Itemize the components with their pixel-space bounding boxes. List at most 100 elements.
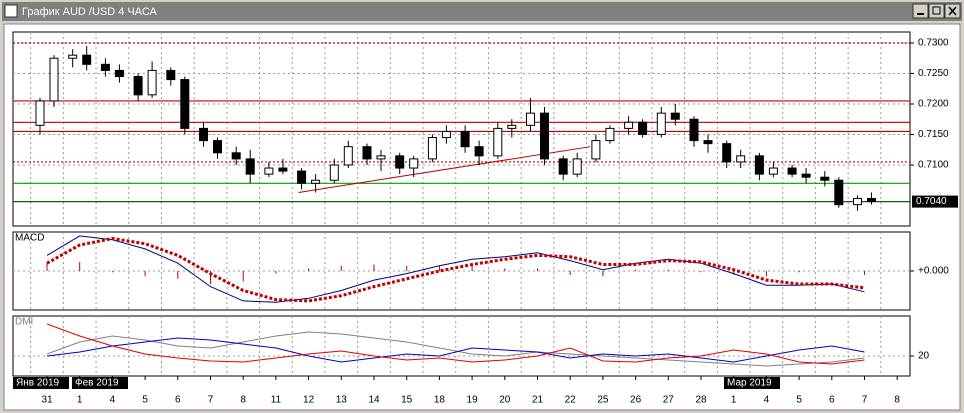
macd-line [46,235,865,303]
dmi-line [46,337,865,363]
window-buttons[interactable] [912,3,961,19]
x-tick-label: 11 [271,395,282,406]
candle-body [180,79,190,129]
y-tick-label: 0.7200 [918,99,949,110]
x-tick-label: 6 [829,395,835,406]
macd-line [46,236,865,303]
x-tick-label: 13 [336,395,348,406]
dmi-line [46,331,865,367]
dmi-line [46,323,865,365]
y-tick-label: 0.7250 [918,68,949,79]
candle-body [507,124,517,129]
candle-body [867,198,876,203]
window-title: График AUD /USD 4 ЧАСА [22,6,158,18]
candle-body [395,155,405,169]
candle-body [147,69,157,96]
x-tick-label: 1 [77,395,83,406]
candle-body [474,146,484,157]
y-tick-label: 0.7100 [918,160,949,171]
candle-body [820,176,830,181]
candle-body [35,100,45,126]
maximize-icon [932,6,941,15]
month-label: Мар 2019 [727,378,772,389]
x-tick-label: 4 [110,395,116,406]
candle-body [801,173,811,178]
month-box [13,377,69,389]
candle-body [540,112,549,160]
candle-body [376,155,386,160]
candle-body [441,130,451,139]
candle-body [100,63,110,71]
candle-body [656,112,666,135]
x-tick-label: 15 [401,395,413,406]
x-tick-label: 28 [695,395,707,406]
x-tick-label: 25 [597,395,609,406]
candle-body [133,76,143,96]
x-tick-label: 8 [240,395,246,406]
x-tick-label: 14 [368,395,380,406]
last-price-label: 0.7040 [916,196,947,207]
title-bar [2,2,962,21]
y-tick-label: 0.7150 [918,129,949,140]
candle-body [329,164,339,181]
candle-body [231,152,241,160]
candle-body [311,179,321,184]
candle-body [624,121,634,129]
candle-body [82,54,92,65]
candle-body [526,112,535,126]
candle-body [689,118,699,142]
candle-body [638,121,648,135]
candle-body [362,146,372,160]
candle-body [68,54,78,59]
candle-body [605,127,615,142]
x-tick-label: 4 [764,395,770,406]
maximize-button[interactable] [928,3,945,19]
x-tick-label: 18 [434,395,446,406]
x-tick-label: 5 [796,395,802,406]
x-tick-label: 8 [894,395,900,406]
x-tick-label: 1 [731,395,737,406]
x-tick-label: 20 [499,395,511,406]
x-tick-label: 12 [303,395,315,406]
x-tick-label: 5 [142,395,148,406]
candle-body [736,155,746,163]
candle-body [49,57,59,102]
x-tick-label: 26 [630,395,642,406]
candle-body [572,158,582,175]
candle-body [591,140,601,160]
candle-body [264,167,274,175]
candle-body [213,140,222,154]
month-label: Фев 2019 [75,378,119,389]
x-tick-label: 22 [565,395,577,406]
x-tick-label: 7 [862,395,868,406]
candle-body [754,155,764,175]
month-label: Янв 2019 [16,378,60,389]
panel [12,315,911,377]
y-tick-label: +0.000 [918,266,949,277]
candle-body [703,140,713,145]
panel-title: MACD [15,233,44,244]
month-box [72,377,128,389]
x-tick-label: 31 [41,395,53,406]
candle-body [297,170,307,184]
candle-body [343,146,353,166]
candle-body [278,167,288,172]
candle-body [768,167,778,175]
candle-body [670,112,680,120]
y-tick-label: 20 [918,351,930,362]
close-icon [948,6,957,16]
month-box [724,377,780,389]
candle-body [245,158,255,175]
minimize-button[interactable] [912,3,929,19]
x-tick-label: 6 [175,395,181,406]
candle-body [558,158,568,175]
candle-body [460,130,470,148]
candle-body [834,179,844,206]
x-tick-label: 19 [467,395,479,406]
candle-body [722,143,732,163]
candle-body [114,69,124,78]
candle-body [166,69,176,81]
candle-body [787,167,797,175]
candle-body [493,127,503,157]
y-tick-label: 0.7300 [918,38,949,49]
